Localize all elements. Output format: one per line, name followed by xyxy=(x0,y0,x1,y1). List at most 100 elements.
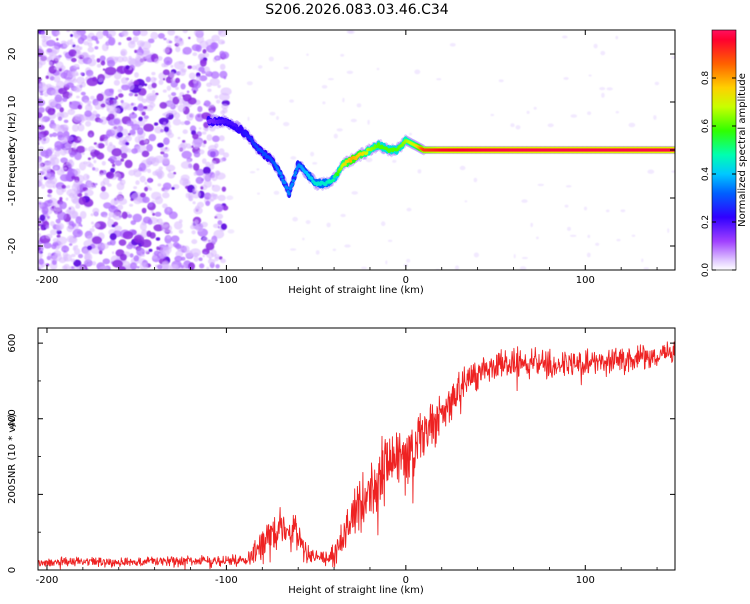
noise-blob xyxy=(174,61,186,70)
noise-blob xyxy=(208,124,216,132)
noise-blob xyxy=(191,65,197,70)
noise-blob-faint xyxy=(321,85,328,89)
noise-blob-faint xyxy=(667,228,670,234)
noise-blob xyxy=(215,213,224,220)
noise-blob xyxy=(163,126,170,133)
noise-blob-faint xyxy=(587,111,592,115)
noise-blob xyxy=(121,211,128,219)
noise-blob xyxy=(67,167,73,172)
noise-blob xyxy=(221,186,227,192)
noise-blob xyxy=(141,111,146,116)
noise-blob xyxy=(162,89,167,93)
bottom-y-axis-label: SNR (10 * v/v) xyxy=(7,413,18,484)
noise-blob xyxy=(64,143,72,148)
noise-blob xyxy=(66,185,71,189)
noise-blob-faint xyxy=(302,237,305,241)
noise-blob-faint xyxy=(647,169,655,174)
noise-blob xyxy=(205,242,215,251)
noise-blob xyxy=(143,139,149,144)
noise-blob xyxy=(68,221,75,226)
noise-blob xyxy=(123,107,127,111)
top-y-tick-label: -20 xyxy=(7,238,18,254)
noise-blob xyxy=(41,38,46,43)
noise-blob-faint xyxy=(473,177,478,183)
noise-blob xyxy=(118,239,127,246)
noise-blob xyxy=(45,224,50,229)
top-x-axis-label: Height of straight line (km) xyxy=(288,285,424,296)
bottom-y-tick-label: 0 xyxy=(7,567,18,573)
noise-blob xyxy=(57,236,68,245)
noise-blob xyxy=(88,184,95,190)
noise-blob xyxy=(76,145,86,154)
noise-blob xyxy=(178,229,184,234)
noise-blob xyxy=(185,250,194,258)
bottom-x-tick-label: -200 xyxy=(36,575,59,586)
noise-blob xyxy=(187,97,197,105)
bottom-axes: -200 -100 0 100 0 200 400 600 xyxy=(7,328,675,586)
noise-blob xyxy=(100,60,106,66)
noise-blob xyxy=(167,30,176,36)
noise-blob xyxy=(206,134,213,141)
noise-blob-faint xyxy=(606,87,613,91)
noise-blob-faint xyxy=(600,50,606,56)
noise-blob xyxy=(81,152,85,155)
noise-blob xyxy=(209,257,212,260)
noise-blob-faint xyxy=(631,234,636,237)
noise-blob xyxy=(174,255,183,262)
noise-blob xyxy=(196,226,204,232)
noise-blob xyxy=(87,58,97,67)
noise-blob xyxy=(199,263,205,269)
noise-blob xyxy=(44,172,51,178)
noise-blob xyxy=(68,192,75,199)
noise-blob xyxy=(133,255,140,262)
ridge-core xyxy=(249,137,254,141)
noise-blob-faint xyxy=(226,195,234,200)
noise-blob xyxy=(220,223,227,230)
noise-blob xyxy=(67,108,76,116)
noise-blob xyxy=(58,87,68,95)
noise-blob xyxy=(49,53,54,57)
noise-blob xyxy=(134,30,139,33)
noise-blob xyxy=(109,233,117,241)
noise-blob xyxy=(165,164,176,172)
noise-blob xyxy=(182,94,185,98)
noise-blob xyxy=(83,40,89,46)
noise-blob xyxy=(135,56,145,66)
top-y-tick-label: 10 xyxy=(7,96,18,109)
noise-blob xyxy=(157,183,162,187)
noise-blob xyxy=(63,130,70,139)
noise-blob-faint xyxy=(227,229,235,234)
noise-blob xyxy=(150,209,154,214)
noise-blob xyxy=(220,110,226,115)
noise-blob xyxy=(38,182,42,187)
noise-blob xyxy=(221,103,229,110)
noise-blob xyxy=(139,262,149,270)
noise-blob xyxy=(47,199,53,204)
noise-blob xyxy=(46,48,53,53)
noise-blob xyxy=(163,111,169,118)
noise-blob xyxy=(187,65,193,69)
noise-blob-faint xyxy=(583,206,588,211)
noise-blob xyxy=(72,247,76,251)
noise-blob xyxy=(59,107,64,113)
noise-blob-faint xyxy=(654,81,660,86)
noise-blob-faint xyxy=(351,191,359,195)
noise-blob-faint xyxy=(620,209,626,213)
noise-blob xyxy=(184,181,189,184)
noise-blob-faint xyxy=(340,213,346,218)
noise-blob-faint xyxy=(521,199,528,203)
noise-blob xyxy=(129,253,134,258)
noise-blob xyxy=(98,77,104,83)
noise-blob xyxy=(133,234,145,244)
noise-blob xyxy=(201,178,204,182)
noise-blob xyxy=(157,33,165,39)
noise-blob xyxy=(155,196,163,205)
noise-blob xyxy=(154,94,158,98)
noise-blob xyxy=(93,159,97,164)
noise-blob xyxy=(188,192,193,199)
noise-blob xyxy=(59,148,67,156)
noise-blob-faint xyxy=(322,101,326,105)
noise-blob-faint xyxy=(513,254,516,259)
noise-blob-faint xyxy=(365,157,373,163)
noise-blob xyxy=(193,163,200,171)
